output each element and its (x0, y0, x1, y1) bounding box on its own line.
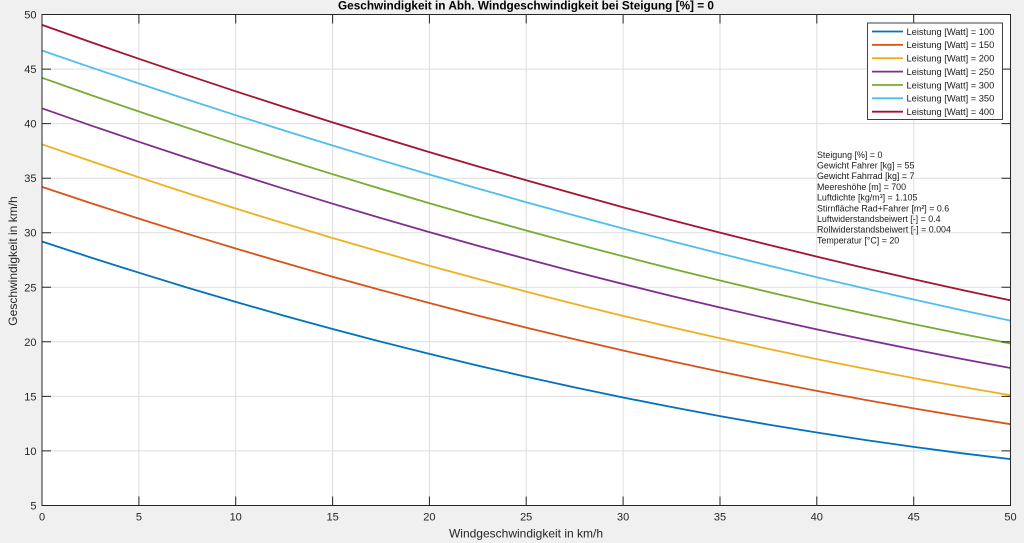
svg-text:45: 45 (908, 512, 920, 524)
svg-text:50: 50 (24, 10, 36, 22)
svg-text:10: 10 (230, 512, 242, 524)
svg-text:40: 40 (24, 119, 36, 131)
svg-text:Leistung [Watt] = 200: Leistung [Watt] = 200 (907, 54, 995, 64)
svg-text:Leistung [Watt] = 150: Leistung [Watt] = 150 (907, 40, 995, 50)
svg-text:Leistung [Watt] = 350: Leistung [Watt] = 350 (907, 94, 995, 104)
svg-text:25: 25 (520, 512, 532, 524)
svg-text:30: 30 (617, 512, 629, 524)
svg-text:Luftdichte [kg/m³] = 1.105: Luftdichte [kg/m³] = 1.105 (817, 193, 917, 203)
svg-text:20: 20 (423, 512, 435, 524)
svg-text:Gewicht Fahrer [kg] = 55: Gewicht Fahrer [kg] = 55 (817, 161, 914, 171)
svg-text:Steigung [%] = 0: Steigung [%] = 0 (817, 150, 882, 160)
svg-text:20: 20 (24, 337, 36, 349)
svg-text:15: 15 (24, 391, 36, 403)
svg-text:25: 25 (24, 282, 36, 294)
svg-text:35: 35 (24, 173, 36, 185)
svg-text:35: 35 (714, 512, 726, 524)
svg-text:Leistung [Watt] = 100: Leistung [Watt] = 100 (907, 27, 995, 37)
svg-text:Rollwiderstandsbeiwert [-] = 0: Rollwiderstandsbeiwert [-] = 0.004 (817, 225, 951, 235)
svg-text:30: 30 (24, 228, 36, 240)
svg-text:5: 5 (30, 501, 36, 513)
svg-text:Luftwiderstandsbeiwert [-] = 0: Luftwiderstandsbeiwert [-] = 0.4 (817, 214, 941, 224)
svg-text:Temperatur [°C] = 20: Temperatur [°C] = 20 (817, 235, 899, 245)
svg-text:10: 10 (24, 446, 36, 458)
svg-text:50: 50 (1004, 512, 1016, 524)
svg-text:45: 45 (24, 64, 36, 76)
svg-text:Leistung [Watt] = 300: Leistung [Watt] = 300 (907, 80, 995, 90)
svg-text:15: 15 (326, 512, 338, 524)
svg-text:0: 0 (39, 512, 45, 524)
svg-text:Stirnfläche Rad+Fahrer [m²] =: Stirnfläche Rad+Fahrer [m²] = 0.6 (817, 203, 949, 213)
svg-text:Meereshöhe [m] = 700: Meereshöhe [m] = 700 (817, 182, 906, 192)
svg-text:40: 40 (811, 512, 823, 524)
svg-text:Leistung [Watt] = 250: Leistung [Watt] = 250 (907, 67, 995, 77)
svg-text:Geschwindigkeit in km/h: Geschwindigkeit in km/h (6, 196, 20, 325)
svg-text:Windgeschwindigkeit in km/h: Windgeschwindigkeit in km/h (449, 527, 603, 541)
svg-text:Gewicht Fahrrad [kg] = 7: Gewicht Fahrrad [kg] = 7 (817, 171, 914, 181)
svg-text:Geschwindigkeit in Abh. Windge: Geschwindigkeit in Abh. Windgeschwindigk… (338, 0, 714, 13)
svg-text:Leistung [Watt] = 400: Leistung [Watt] = 400 (907, 107, 995, 117)
svg-text:5: 5 (136, 512, 142, 524)
